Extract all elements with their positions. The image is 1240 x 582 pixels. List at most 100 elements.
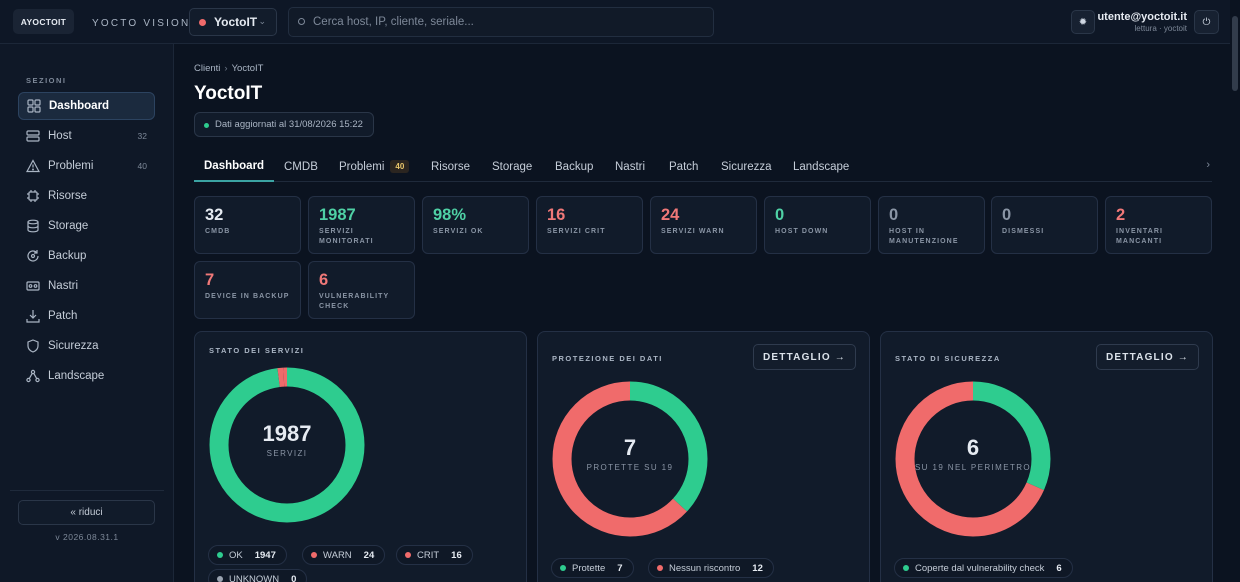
tab-bar: Dashboard CMDB Problemi 40 Risorse Storag… (194, 151, 1212, 182)
brand-name: YOCTO VISION (92, 18, 191, 29)
last-updated-text: Dati aggiornati al 31/08/2026 15:22 (215, 119, 363, 130)
sidebar-item-host[interactable]: Host 32 (18, 122, 155, 150)
detail-button[interactable]: DETTAGLIO → (1095, 344, 1199, 370)
logout-button[interactable]: ⏻ (1194, 10, 1219, 34)
sidebar-nav: Dashboard Host 32 Problemi 40 Risorse St… (18, 92, 155, 392)
search-input[interactable] (313, 8, 703, 36)
chevron-right-icon[interactable]: › (1206, 159, 1210, 171)
database-icon (26, 219, 40, 233)
tab-label: Backup (555, 160, 594, 173)
legend-dot-icon (217, 552, 223, 558)
breadcrumb-link-clienti[interactable]: Clienti (194, 63, 221, 74)
tab-label: Storage (492, 160, 533, 173)
theme-toggle-button[interactable]: ✹ (1071, 10, 1095, 34)
kpi-label: SERVIZI CRIT (547, 228, 606, 235)
sidebar-item-problemi[interactable]: Problemi 40 (18, 152, 155, 180)
app-version: v 2026.08.31.1 (55, 532, 119, 542)
card-title: STATO DEI SERVIZI (209, 346, 305, 355)
kpi-label: DISMESSI (1002, 228, 1045, 235)
sidebar-item-label: Sicurezza (48, 340, 99, 352)
search-box[interactable] (288, 7, 714, 37)
legend-label: OK (229, 549, 243, 561)
tab-label: Landscape (793, 160, 850, 173)
legend-count: 24 (363, 549, 375, 561)
kpi-label: CMDB (205, 228, 231, 235)
backup-icon (26, 249, 40, 263)
tab-count-badge: 40 (390, 160, 410, 173)
donut-segment-1 (895, 381, 1051, 537)
security-donut-chart (895, 381, 1051, 537)
kpi-card[interactable]: 0 HOST IN MANUTENZIONE (878, 196, 985, 254)
collapse-sidebar-button[interactable]: « riduci (18, 500, 155, 525)
sidebar-item-patch[interactable]: Patch (18, 302, 155, 330)
donut-center-label: SU 19 NEL PERIMETRO (914, 463, 1032, 472)
kpi-card[interactable]: 98% SERVIZI OK (422, 196, 529, 254)
kpi-card[interactable]: 2 INVENTARI MANCANTI (1105, 196, 1212, 254)
sidebar-item-storage[interactable]: Storage (18, 212, 155, 240)
sidebar-section-label: SEZIONI (26, 76, 67, 85)
tab-label: Sicurezza (721, 160, 772, 173)
tab-storage[interactable]: Storage (492, 151, 532, 182)
tab-nastri[interactable]: Nastri (615, 151, 645, 182)
sidebar-item-landscape[interactable]: Landscape (18, 362, 155, 390)
donut-center-label: PROTETTE SU 19 (586, 463, 674, 472)
sidebar-item-count: 32 (137, 131, 147, 141)
sidebar-item-label: Host (48, 130, 72, 142)
sidebar-item-nastri[interactable]: Nastri (18, 272, 155, 300)
sidebar-item-sicurezza[interactable]: Sicurezza (18, 332, 155, 360)
page-scrollbar[interactable] (1230, 0, 1240, 582)
tab-landscape[interactable]: Landscape (793, 151, 849, 182)
legend-pill-warn: WARN 24 (302, 545, 386, 565)
grid-icon (27, 99, 41, 113)
kpi-card[interactable]: 7 DEVICE IN BACKUP (194, 261, 301, 319)
kpi-label: DEVICE IN BACKUP (205, 293, 290, 300)
detail-button[interactable]: DETTAGLIO → (752, 344, 856, 370)
kpi-value: 7 (205, 271, 215, 289)
services-status-card: STATO DEI SERVIZI 1987 SERVIZI OK 1947 WA… (194, 331, 527, 582)
legend-label: CRIT (417, 549, 440, 561)
scrollbar-thumb[interactable] (1232, 16, 1238, 91)
tab-label: CMDB (284, 160, 318, 173)
kpi-label: HOST DOWN (775, 228, 829, 235)
legend-dot-icon (405, 552, 411, 558)
sidebar-item-label: Problemi (48, 160, 94, 172)
sidebar-item-dashboard[interactable]: Dashboard (18, 92, 155, 120)
legend-pill-nessun-riscontro: Nessun riscontro 12 (648, 558, 774, 578)
kpi-value: 6 (319, 271, 329, 289)
kpi-label: HOST IN MANUTENZIONE (889, 228, 959, 245)
kpi-value: 0 (1002, 206, 1012, 224)
tab-cmdb[interactable]: CMDB (284, 151, 318, 182)
search-icon (298, 18, 305, 25)
kpi-value: 0 (889, 206, 899, 224)
legend-dot-icon (903, 565, 909, 571)
tab-label: Nastri (615, 160, 646, 173)
logo[interactable]: AYOCTOIT (13, 9, 74, 34)
sidebar: SEZIONI Dashboard Host 32 Problemi 40 Ri… (0, 44, 174, 582)
card-title: STATO DI SICUREZZA (895, 354, 1001, 363)
legend-pill-coperte: Coperte dal vulnerability check 6 (894, 558, 1073, 578)
power-icon: ⏻ (1202, 16, 1211, 28)
tab-sicurezza[interactable]: Sicurezza (721, 151, 772, 182)
tab-backup[interactable]: Backup (555, 151, 593, 182)
tab-dashboard[interactable]: Dashboard (194, 151, 275, 182)
kpi-card[interactable]: 24 SERVIZI WARN (650, 196, 757, 254)
tab-risorse[interactable]: Risorse (431, 151, 470, 182)
sidebar-item-label: Storage (48, 220, 89, 232)
kpi-card[interactable]: 16 SERVIZI CRIT (536, 196, 643, 254)
kpi-card[interactable]: 1987 SERVIZI MONITORATI (308, 196, 415, 254)
donut-center-value: 7 (623, 435, 637, 460)
tab-problemi[interactable]: Problemi 40 (339, 151, 410, 182)
warning-icon (26, 159, 40, 173)
kpi-card[interactable]: 6 VULNERABILITY CHECK (308, 261, 415, 319)
client-selector[interactable]: YoctoIT ⌄ (189, 8, 277, 36)
sidebar-item-label: Dashboard (49, 100, 110, 112)
tab-patch[interactable]: Patch (669, 151, 698, 182)
kpi-value: 1987 (319, 206, 356, 224)
kpi-card[interactable]: 0 DISMESSI (991, 196, 1098, 254)
kpi-card[interactable]: 0 HOST DOWN (764, 196, 871, 254)
kpi-card[interactable]: 32 CMDB (194, 196, 301, 254)
sidebar-item-backup[interactable]: Backup (18, 242, 155, 270)
legend-dot-icon (560, 565, 566, 571)
sidebar-item-risorse[interactable]: Risorse (18, 182, 155, 210)
kpi-value: 16 (547, 206, 566, 224)
